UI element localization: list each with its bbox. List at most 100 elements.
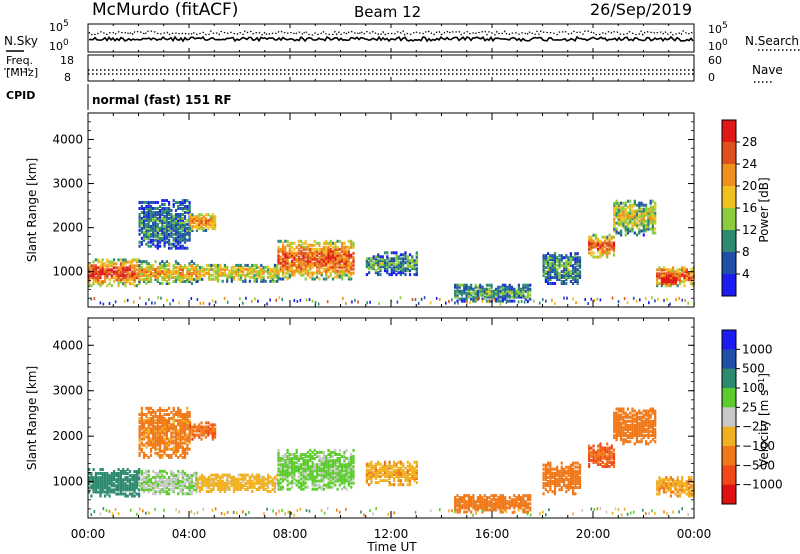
echo-cell — [94, 490, 97, 494]
echo-cell — [408, 261, 412, 265]
echo-cell — [145, 486, 148, 490]
echo-cell — [368, 470, 371, 474]
echo-cell — [325, 261, 328, 265]
echo-cell — [320, 257, 323, 261]
echo-cell — [140, 433, 143, 437]
echo-cell — [408, 269, 412, 273]
echo-cell — [492, 502, 495, 506]
echo-cell — [159, 490, 162, 494]
echo-cell — [196, 477, 199, 481]
echo-cell — [286, 267, 289, 271]
echo-cell — [212, 273, 215, 277]
echo-cell — [147, 408, 150, 412]
echo-cell — [204, 425, 208, 429]
echo-cell — [161, 220, 164, 224]
echo-cell — [201, 488, 204, 491]
echo-cell — [622, 207, 625, 211]
echo-cell — [329, 455, 332, 458]
echo-cell — [183, 425, 187, 429]
echo-cell — [560, 258, 563, 262]
echo-cell — [599, 253, 602, 257]
echo-cell — [406, 483, 409, 487]
echo-cell — [210, 488, 213, 491]
echo-cell — [140, 449, 143, 453]
echo-cell — [311, 465, 314, 469]
echo-cell — [161, 282, 164, 285]
echo-cell — [633, 209, 636, 213]
echo-cell — [615, 199, 618, 203]
echo-cell — [207, 483, 211, 487]
echo-cell — [177, 431, 180, 435]
echo-cell — [499, 285, 502, 289]
echo-cell — [497, 498, 500, 502]
echo-cell — [386, 464, 389, 468]
echo-cell — [674, 278, 677, 282]
echo-cell — [365, 477, 368, 480]
echo-cell — [219, 481, 222, 485]
echo-cell — [94, 472, 97, 475]
echo-cell — [143, 222, 146, 226]
echo-cell — [156, 218, 159, 222]
echo-cell — [654, 217, 657, 221]
echo-cell — [572, 266, 575, 270]
echo-cell — [331, 475, 335, 479]
echo-cell — [135, 486, 138, 490]
echo-cell — [168, 480, 171, 483]
echo-cell — [547, 256, 550, 260]
echo-cell — [181, 417, 184, 420]
echo-cell — [638, 203, 641, 207]
echo-cell — [207, 477, 211, 481]
echo-cell — [232, 477, 236, 481]
echo-cell — [341, 249, 344, 253]
echo-cell — [338, 475, 341, 479]
echo-cell — [217, 273, 220, 277]
echo-cell — [198, 217, 201, 221]
echo-cell — [183, 433, 187, 437]
echo-cell — [640, 211, 643, 215]
echo-cell — [613, 217, 616, 221]
echo-cell — [563, 276, 566, 279]
echo-cell — [179, 201, 182, 204]
echo-cell — [597, 255, 600, 259]
echo-cell — [161, 437, 164, 441]
echo-cell — [170, 216, 173, 220]
echo-cell — [379, 269, 382, 273]
echo-cell — [603, 251, 607, 255]
echo-cell — [101, 258, 104, 262]
echo-cell — [329, 261, 332, 265]
echo-cell — [189, 423, 192, 427]
echo-cell — [626, 227, 629, 231]
echo-cell — [122, 282, 125, 286]
echo-cell — [297, 261, 300, 265]
echo-cell — [165, 209, 168, 212]
echo-cell — [174, 410, 178, 414]
echo-cell — [501, 293, 504, 297]
echo-cell — [264, 481, 267, 485]
echo-cell — [106, 260, 109, 264]
echo-cell — [188, 264, 191, 268]
echo-cell — [558, 262, 561, 266]
echo-cell — [128, 492, 132, 496]
echo-cell — [402, 464, 405, 468]
echo-cell — [592, 255, 595, 259]
echo-cell — [612, 253, 616, 257]
echo-cell — [284, 461, 287, 465]
echo-cell — [341, 273, 344, 277]
echo-cell — [526, 285, 529, 289]
echo-cell — [288, 251, 291, 255]
echo-cell — [198, 277, 201, 281]
echo-cell — [277, 448, 280, 452]
echo-cell — [569, 264, 572, 268]
echo-cell — [181, 226, 184, 230]
echo-cell — [647, 221, 650, 225]
echo-cell — [190, 276, 193, 279]
echo-cell — [186, 480, 189, 483]
echo-cell — [242, 267, 245, 271]
echo-cell — [368, 257, 371, 261]
echo-cell — [660, 272, 663, 276]
echo-cell — [179, 482, 182, 485]
echo-cell — [251, 483, 254, 487]
echo-cell — [143, 224, 146, 228]
echo-cell — [479, 287, 482, 291]
echo-cell — [338, 457, 341, 460]
